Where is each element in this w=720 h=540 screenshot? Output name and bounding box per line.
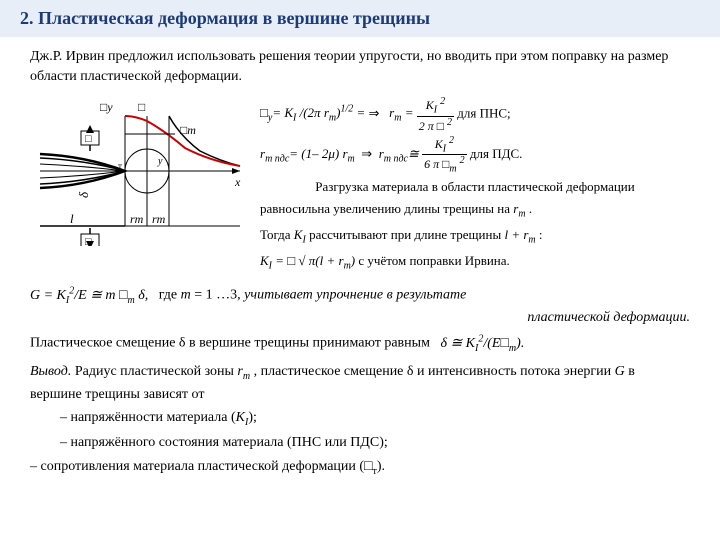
delta-label: δ [76, 191, 91, 198]
ki-equation: KI = □ √ π(l + rт) с учётом поправки Ирв… [260, 251, 690, 275]
g-energy-line: G = KI2/E ≅ m □т δ, где m = 1 …3, учитыв… [30, 284, 690, 328]
l-label: l [70, 211, 74, 226]
equiv-text: равносильна увеличению длины трещины на … [260, 199, 690, 223]
svg-text:□: □ [138, 100, 145, 114]
rt-label-1: rт [130, 212, 144, 226]
then-text: Тогда KI рассчитывают при длине трещины … [260, 225, 690, 249]
delta-line: Пластическое смещение δ в вершине трещин… [30, 332, 690, 356]
section-title: 2. Пластическая деформация в вершине тре… [0, 0, 720, 37]
crack-diagram: x □y □ □т y [30, 96, 250, 246]
conclusion-item-1: – напряжённости материала (KI); [60, 408, 690, 430]
intro-paragraph: Дж.Р. Ирвин предложил использовать решен… [30, 47, 690, 86]
sigma-t-label: □т [180, 123, 196, 137]
eq-sigma-y: □y= KI /(2π rт)1/2 = ⇒ rт = KI 22 π □ 2 … [260, 96, 690, 133]
equation-block: □y= KI /(2π rт)1/2 = ⇒ rт = KI 22 π □ 2 … [260, 96, 690, 276]
conclusion-item-3: – сопротивления материала пластической д… [30, 457, 690, 479]
svg-text:□: □ [85, 133, 92, 145]
eq-rt-pds: rт пдс= (1– 2μ) rт ⇒ rт пдс≅ KI 26 π □т … [260, 135, 690, 175]
svg-text:y: y [157, 156, 163, 167]
rt-label-2: rт [152, 212, 166, 226]
svg-text:т: т [118, 161, 122, 171]
conclusion-item-2: – напряжённого состояния материала (ПНС … [60, 433, 690, 453]
x-axis-label: x [234, 175, 241, 189]
content-area: Дж.Р. Ирвин предложил использовать решен… [0, 37, 720, 492]
sigma-y-label: □y [100, 100, 113, 114]
unload-text: Разгрузка материала в области пластическ… [260, 177, 690, 198]
svg-text:□: □ [85, 236, 92, 246]
conclusion: Вывод. Радиус пластической зоны rт , пла… [30, 362, 690, 478]
